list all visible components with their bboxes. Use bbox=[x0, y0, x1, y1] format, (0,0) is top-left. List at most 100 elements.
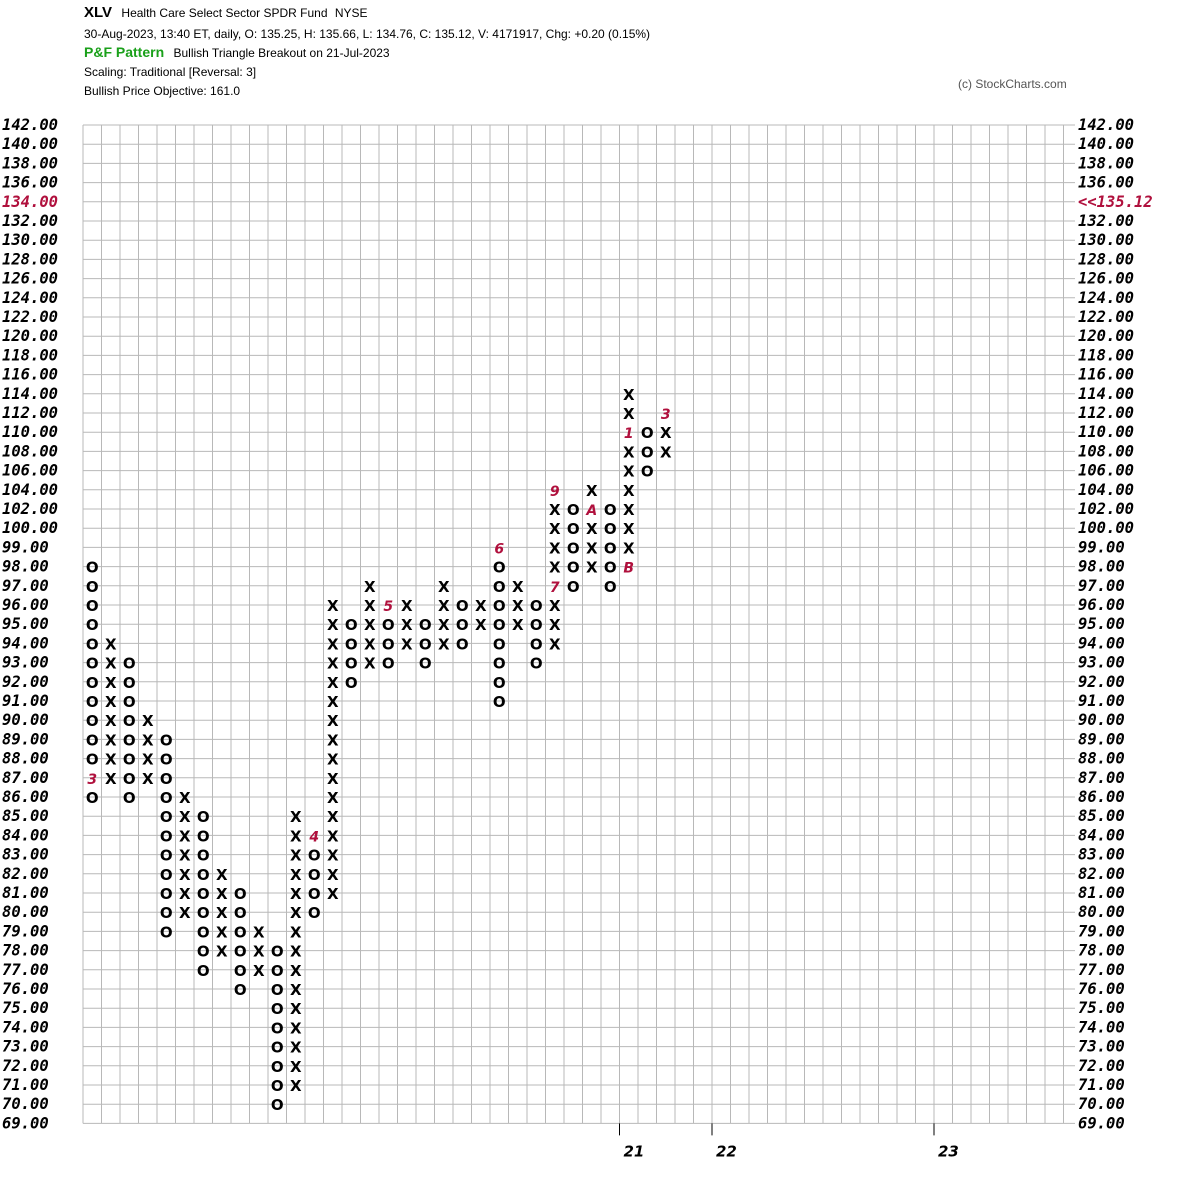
price-label-left: 87.00 bbox=[2, 769, 49, 787]
x-box: X bbox=[290, 1000, 302, 1018]
o-box: O bbox=[493, 597, 506, 615]
price-label-left: 78.00 bbox=[2, 942, 49, 960]
x-box: X bbox=[475, 597, 487, 615]
x-box: X bbox=[216, 866, 228, 884]
price-label-right: 76.00 bbox=[1078, 980, 1125, 998]
price-label-right: 102.00 bbox=[1078, 500, 1134, 518]
o-box: O bbox=[419, 635, 432, 653]
x-box: X bbox=[290, 827, 302, 845]
o-box: O bbox=[234, 923, 247, 941]
o-box: O bbox=[160, 789, 173, 807]
o-box: O bbox=[160, 731, 173, 749]
x-box: X bbox=[327, 616, 339, 634]
year-label: 21 bbox=[624, 1142, 645, 1160]
price-label-right: 122.00 bbox=[1078, 308, 1134, 326]
o-box: O bbox=[530, 635, 543, 653]
o-box: O bbox=[123, 655, 136, 673]
month-marker: A bbox=[585, 503, 597, 519]
x-box: X bbox=[105, 770, 117, 788]
o-box: O bbox=[234, 885, 247, 903]
price-label-right: 86.00 bbox=[1078, 788, 1125, 806]
o-box: O bbox=[567, 520, 580, 538]
x-box: X bbox=[327, 731, 339, 749]
price-label-left: 77.00 bbox=[2, 961, 49, 979]
price-label-right: 79.00 bbox=[1078, 922, 1125, 940]
x-box: X bbox=[290, 808, 302, 826]
x-box: X bbox=[290, 1058, 302, 1076]
price-label-right: 132.00 bbox=[1078, 212, 1134, 230]
o-box: O bbox=[86, 655, 99, 673]
x-box: X bbox=[401, 635, 413, 653]
o-box: O bbox=[160, 885, 173, 903]
x-box: X bbox=[142, 751, 154, 769]
price-label-left: 100.00 bbox=[2, 519, 58, 537]
month-marker: 3 bbox=[661, 407, 671, 423]
month-marker: 5 bbox=[383, 599, 393, 615]
price-label-left: 130.00 bbox=[2, 231, 58, 249]
x-box: X bbox=[327, 655, 339, 673]
x-box: X bbox=[253, 923, 265, 941]
price-label-left: 79.00 bbox=[2, 922, 49, 940]
o-box: O bbox=[271, 1019, 284, 1037]
x-box: X bbox=[660, 443, 672, 461]
price-label-left: 104.00 bbox=[2, 481, 58, 499]
objective-line: Bullish Price Objective: 161.0 bbox=[84, 84, 241, 98]
price-label-right: 96.00 bbox=[1078, 596, 1125, 614]
x-box: X bbox=[327, 789, 339, 807]
price-label-left: 70.00 bbox=[2, 1095, 49, 1113]
price-label-left: 82.00 bbox=[2, 865, 49, 883]
price-label-right: 130.00 bbox=[1078, 231, 1134, 249]
month-marker: B bbox=[623, 561, 634, 577]
price-label-right: <<135.12 bbox=[1078, 193, 1153, 211]
price-label-right: 112.00 bbox=[1078, 404, 1134, 422]
x-box: X bbox=[142, 712, 154, 730]
x-box: X bbox=[179, 789, 191, 807]
price-label-right: 97.00 bbox=[1078, 577, 1125, 595]
o-box: O bbox=[382, 616, 395, 634]
x-box: X bbox=[438, 635, 450, 653]
o-box: O bbox=[86, 559, 99, 577]
x-box: X bbox=[438, 597, 450, 615]
o-box: O bbox=[345, 674, 358, 692]
o-box: O bbox=[86, 674, 99, 692]
price-label-right: 118.00 bbox=[1078, 346, 1134, 364]
o-box: O bbox=[308, 847, 321, 865]
price-label-left: 80.00 bbox=[2, 903, 49, 921]
x-box: X bbox=[290, 943, 302, 961]
o-box: O bbox=[271, 1000, 284, 1018]
exchange-name: NYSE bbox=[334, 6, 368, 20]
price-label-left: 118.00 bbox=[2, 346, 58, 364]
ticker-symbol: XLV bbox=[84, 4, 113, 21]
x-box: X bbox=[290, 923, 302, 941]
o-box: O bbox=[123, 751, 136, 769]
x-box: X bbox=[216, 923, 228, 941]
price-label-right: 110.00 bbox=[1078, 423, 1134, 441]
price-label-left: 96.00 bbox=[2, 596, 49, 614]
x-box: X bbox=[586, 559, 598, 577]
price-label-left: 98.00 bbox=[2, 558, 49, 576]
x-box: X bbox=[290, 847, 302, 865]
price-label-left: 95.00 bbox=[2, 615, 49, 633]
price-label-right: 80.00 bbox=[1078, 903, 1125, 921]
x-box: X bbox=[290, 904, 302, 922]
month-marker: 4 bbox=[308, 829, 319, 845]
o-box: O bbox=[160, 770, 173, 788]
price-label-right: 120.00 bbox=[1078, 327, 1134, 345]
price-label-right: 98.00 bbox=[1078, 558, 1125, 576]
x-box: X bbox=[216, 885, 228, 903]
o-box: O bbox=[456, 597, 469, 615]
price-label-right: 85.00 bbox=[1078, 807, 1125, 825]
price-label-left: 83.00 bbox=[2, 846, 49, 864]
price-label-right: 89.00 bbox=[1078, 730, 1125, 748]
o-box: O bbox=[456, 616, 469, 634]
x-box: X bbox=[216, 943, 228, 961]
price-label-right: 136.00 bbox=[1078, 174, 1134, 192]
o-box: O bbox=[493, 674, 506, 692]
x-box: X bbox=[512, 578, 524, 596]
o-box: O bbox=[86, 789, 99, 807]
title-line: XLV Health Care Select Sector SPDR Fund … bbox=[84, 4, 368, 21]
price-label-right: 74.00 bbox=[1078, 1018, 1125, 1036]
x-box: X bbox=[179, 885, 191, 903]
